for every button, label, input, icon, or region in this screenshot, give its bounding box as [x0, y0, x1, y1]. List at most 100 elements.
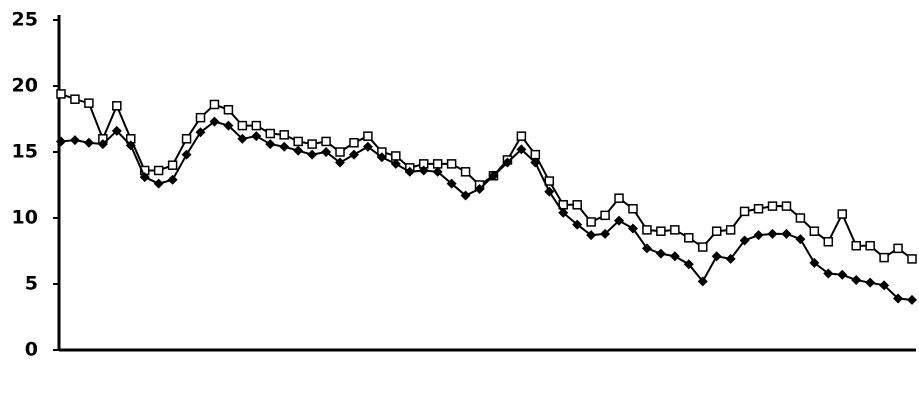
point-marker: [390, 158, 401, 169]
point-marker: [167, 160, 178, 170]
point-marker: [362, 141, 373, 152]
point-marker: [809, 257, 820, 268]
point-marker: [586, 230, 597, 241]
point-marker: [670, 225, 680, 235]
point-marker: [251, 131, 262, 142]
point-marker: [349, 138, 359, 148]
point-marker: [348, 149, 359, 160]
point-marker: [697, 242, 708, 252]
point-marker: [125, 140, 136, 151]
point-marker: [139, 172, 150, 183]
point-marker: [711, 251, 722, 262]
point-marker: [781, 201, 792, 211]
point-marker: [111, 125, 122, 136]
point-marker: [865, 277, 876, 288]
point-marker: [739, 206, 750, 217]
point-marker: [641, 243, 652, 254]
point-marker: [153, 165, 164, 176]
point-marker: [56, 136, 66, 147]
point-marker: [642, 225, 652, 235]
point-marker: [530, 157, 541, 168]
point-marker: [223, 105, 234, 115]
point-marker: [893, 293, 904, 304]
point-marker: [697, 276, 708, 287]
point-marker: [335, 157, 346, 168]
point-marker: [307, 149, 318, 160]
point-marker: [907, 254, 917, 264]
point-marker: [293, 145, 304, 156]
point-marker: [237, 120, 248, 131]
point-marker: [600, 228, 611, 239]
point-marker: [307, 139, 317, 149]
point-marker: [823, 237, 834, 247]
point-marker: [656, 226, 666, 236]
point-marker: [572, 219, 583, 230]
point-marker: [446, 159, 457, 169]
point-marker: [474, 183, 485, 194]
point-marker: [488, 170, 499, 181]
point-marker: [432, 166, 443, 177]
point-marker: [572, 200, 582, 210]
point-marker: [711, 226, 722, 236]
point-marker: [627, 223, 638, 234]
point-marker: [209, 99, 220, 110]
point-marker: [446, 178, 457, 189]
point-marker: [795, 213, 806, 223]
point-marker: [321, 136, 331, 147]
point-marker: [614, 215, 625, 226]
point-marker: [614, 193, 624, 203]
point-marker: [907, 294, 917, 305]
point-marker: [586, 217, 596, 227]
point-marker: [851, 275, 862, 286]
point-marker: [725, 253, 736, 264]
point-marker: [97, 139, 108, 150]
point-marker: [460, 190, 471, 201]
point-marker: [516, 144, 527, 155]
point-marker: [767, 228, 778, 239]
point-marker: [516, 131, 527, 141]
point-marker: [251, 120, 262, 131]
point-marker: [432, 159, 443, 169]
point-marker: [112, 101, 122, 111]
point-marker: [460, 167, 471, 177]
point-marker: [809, 226, 820, 236]
y-tick-label: 20: [12, 75, 38, 97]
y-tick-label: 0: [25, 339, 38, 361]
point-marker: [404, 166, 415, 177]
point-marker: [893, 243, 903, 254]
point-marker: [181, 134, 192, 144]
point-marker: [600, 210, 610, 221]
point-marker: [279, 130, 289, 140]
point-marker: [69, 135, 80, 146]
point-marker: [237, 133, 248, 144]
point-marker: [83, 137, 94, 148]
point-marker: [544, 186, 555, 197]
point-marker: [739, 235, 750, 246]
point-marker: [153, 178, 164, 189]
point-marker: [669, 251, 680, 262]
point-marker: [56, 89, 66, 99]
point-marker: [683, 259, 694, 270]
point-marker: [84, 98, 94, 108]
point-marker: [502, 157, 513, 168]
point-marker: [823, 268, 834, 279]
y-tick-label: 15: [12, 141, 38, 163]
point-marker: [335, 147, 345, 157]
point-marker: [837, 269, 848, 280]
point-marker: [753, 204, 764, 214]
point-marker: [879, 280, 890, 291]
point-marker: [530, 149, 541, 160]
point-marker: [363, 131, 373, 141]
point-marker: [879, 252, 889, 263]
point-marker: [391, 151, 401, 161]
point-marker: [195, 112, 206, 123]
point-marker: [321, 147, 332, 157]
point-marker: [558, 207, 569, 218]
point-marker: [167, 174, 178, 185]
point-marker: [781, 228, 792, 239]
point-marker: [628, 204, 638, 214]
point-marker: [795, 234, 806, 245]
y-tick-label: 5: [25, 273, 38, 295]
point-marker: [837, 209, 847, 219]
